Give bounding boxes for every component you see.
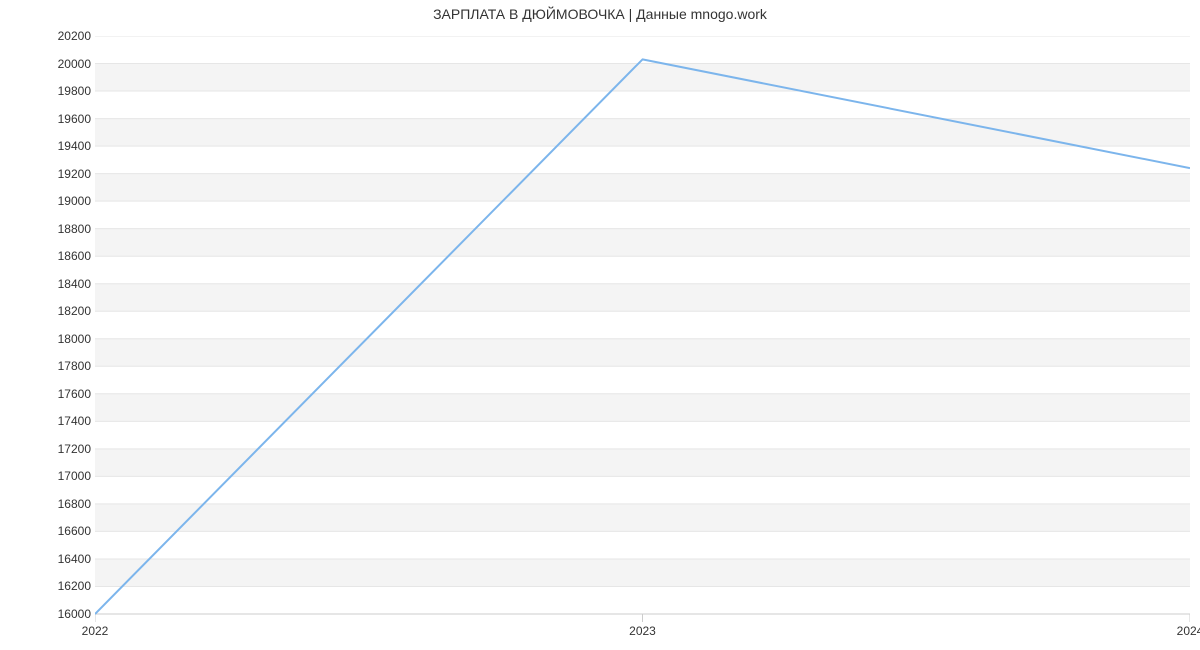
y-tick-label: 16800: [0, 497, 91, 511]
y-tick-label: 20000: [0, 57, 91, 71]
chart-svg: [95, 36, 1190, 622]
y-tick-label: 18600: [0, 249, 91, 263]
y-tick-label: 16200: [0, 579, 91, 593]
chart-title: ЗАРПЛАТА В ДЮЙМОВОЧКА | Данные mnogo.wor…: [0, 6, 1200, 22]
y-tick-label: 19600: [0, 112, 91, 126]
x-tick-label: 2022: [82, 624, 109, 638]
x-tick-label: 2023: [629, 624, 656, 638]
y-tick-label: 18000: [0, 332, 91, 346]
y-tick-label: 17600: [0, 387, 91, 401]
y-tick-label: 19200: [0, 167, 91, 181]
y-tick-label: 17800: [0, 359, 91, 373]
y-tick-label: 19800: [0, 84, 91, 98]
y-tick-label: 16000: [0, 607, 91, 621]
y-tick-label: 16600: [0, 524, 91, 538]
x-tick-label: 2024: [1177, 624, 1200, 638]
y-tick-label: 17000: [0, 469, 91, 483]
y-tick-label: 19000: [0, 194, 91, 208]
y-tick-label: 18400: [0, 277, 91, 291]
y-tick-label: 20200: [0, 29, 91, 43]
chart-container: ЗАРПЛАТА В ДЮЙМОВОЧКА | Данные mnogo.wor…: [0, 0, 1200, 650]
y-tick-label: 18800: [0, 222, 91, 236]
y-tick-label: 19400: [0, 139, 91, 153]
y-tick-label: 16400: [0, 552, 91, 566]
plot-area: [95, 36, 1190, 614]
y-tick-label: 17400: [0, 414, 91, 428]
y-tick-label: 17200: [0, 442, 91, 456]
y-tick-label: 18200: [0, 304, 91, 318]
